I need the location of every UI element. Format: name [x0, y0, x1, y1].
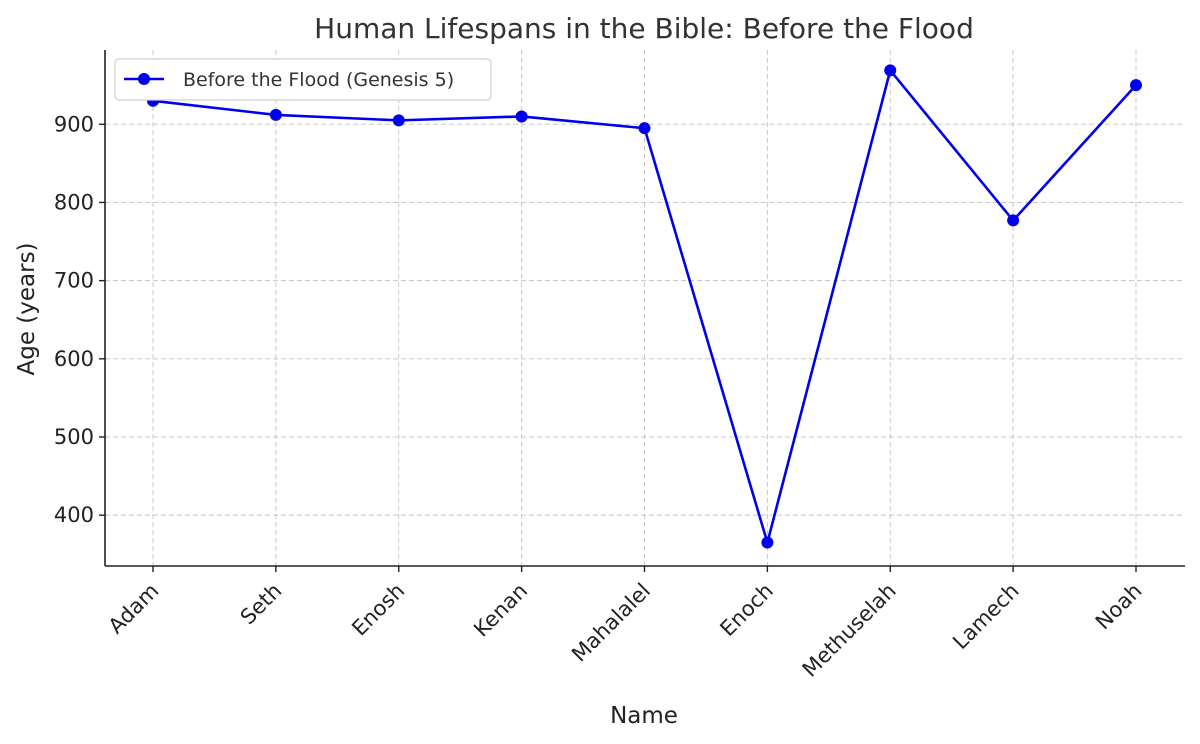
- legend-box: [114, 58, 492, 101]
- data-point-enosh: [392, 114, 405, 127]
- y-tick-label: 600: [54, 347, 94, 371]
- y-tick-label: 500: [54, 425, 94, 449]
- y-tick-label: 900: [54, 112, 94, 136]
- chart-title: Human Lifespans in the Bible: Before the…: [314, 12, 974, 45]
- grid-layer: [105, 50, 1185, 566]
- legend-marker-swatch: [138, 73, 150, 85]
- y-tick-label: 800: [54, 190, 94, 214]
- data-point-methuselah: [884, 64, 897, 77]
- y-tick-label: 700: [54, 269, 94, 293]
- data-point-seth: [269, 108, 282, 121]
- legend-label: Before the Flood (Genesis 5): [183, 69, 454, 91]
- y-axis-label: Age (years): [14, 242, 40, 375]
- data-point-mahalalel: [638, 122, 651, 135]
- series-layer: [147, 64, 1142, 549]
- x-axis-label: Name: [610, 703, 678, 729]
- legend: Before the Flood (Genesis 5): [114, 58, 492, 101]
- data-point-enoch: [761, 536, 774, 549]
- data-point-lamech: [1007, 214, 1020, 227]
- data-point-kenan: [515, 110, 528, 123]
- y-tick-label: 400: [54, 503, 94, 527]
- data-point-noah: [1130, 79, 1142, 92]
